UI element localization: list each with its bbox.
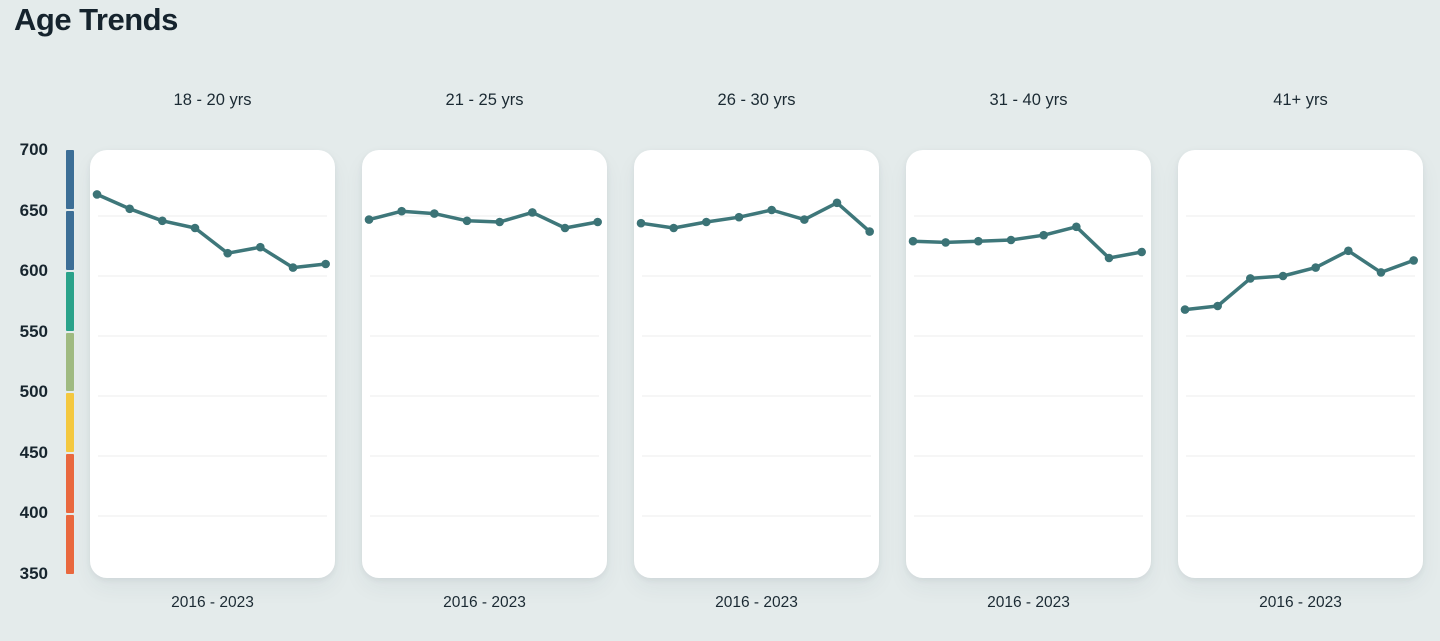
data-point[interactable] (1072, 222, 1081, 232)
y-axis-tick-label: 450 (19, 442, 48, 462)
data-point[interactable] (560, 223, 570, 233)
data-point[interactable] (223, 248, 232, 258)
data-point[interactable] (800, 215, 809, 224)
data-point[interactable] (1246, 274, 1255, 283)
data-point[interactable] (1137, 247, 1146, 257)
panel-title: 18 - 20 yrs (173, 91, 252, 109)
data-point[interactable] (288, 263, 298, 272)
data-point[interactable] (1344, 246, 1353, 256)
data-point[interactable] (1278, 271, 1288, 281)
data-point[interactable] (974, 236, 983, 246)
data-point[interactable] (865, 227, 874, 236)
y-axis-tick-label: 700 (19, 140, 48, 159)
color-scale-bar (66, 150, 74, 575)
data-point[interactable] (832, 198, 842, 208)
y-axis-tick-label: 350 (19, 563, 48, 583)
line-chart (636, 198, 874, 517)
data-point[interactable] (636, 218, 646, 228)
data-point[interactable] (669, 223, 678, 233)
x-axis-range-label: 2016 - 2023 (715, 594, 798, 611)
color-scale-segment-550-500 (66, 332, 74, 392)
panel-title: 31 - 40 yrs (989, 91, 1068, 109)
trend-line (95, 192, 328, 270)
page-title: Age Trends (14, 2, 178, 37)
data-point[interactable] (364, 215, 374, 224)
panel-title: 41+ yrs (1273, 91, 1328, 109)
data-point[interactable] (702, 217, 711, 227)
data-point[interactable] (1409, 256, 1418, 265)
x-axis-range-label: 2016 - 2023 (1259, 594, 1342, 611)
chart-panel (90, 150, 335, 578)
data-point[interactable] (397, 206, 406, 216)
chart-panel (634, 150, 879, 578)
x-axis-range-label: 2016 - 2023 (987, 594, 1070, 611)
data-point[interactable] (495, 217, 504, 227)
panel-title: 26 - 30 yrs (717, 91, 796, 109)
color-scale-segment-500-450 (66, 393, 74, 453)
data-point[interactable] (125, 204, 134, 214)
y-axis-tick-label: 600 (19, 261, 48, 280)
line-chart (364, 206, 602, 517)
x-axis-range-label: 2016 - 2023 (171, 594, 254, 611)
color-scale-segment-650-600 (66, 210, 74, 270)
data-point[interactable] (1213, 301, 1222, 311)
line-chart (908, 215, 1146, 517)
y-axis-tick-label: 500 (19, 382, 48, 401)
chart-panel (1178, 150, 1423, 578)
data-point[interactable] (734, 212, 744, 222)
data-point[interactable] (593, 217, 602, 227)
line-chart (92, 190, 330, 517)
trend-line (1183, 249, 1416, 312)
data-point[interactable] (190, 223, 200, 233)
chart-panel (906, 150, 1151, 578)
data-point[interactable] (92, 190, 102, 199)
panel-title: 21 - 25 yrs (445, 91, 524, 109)
data-point[interactable] (430, 209, 439, 218)
trend-line (367, 209, 600, 230)
data-point[interactable] (321, 259, 330, 269)
chart-panel (362, 150, 607, 578)
color-scale-segment-400-350 (66, 515, 74, 575)
data-point[interactable] (1104, 253, 1114, 263)
y-axis-tick-label: 650 (19, 200, 48, 220)
data-point[interactable] (256, 242, 265, 252)
x-axis-range-label: 2016 - 2023 (443, 594, 526, 611)
line-chart (1180, 215, 1418, 517)
trend-line (639, 201, 872, 234)
data-point[interactable] (462, 216, 472, 226)
data-point[interactable] (908, 236, 918, 246)
color-scale-segment-700-650 (66, 150, 74, 209)
y-axis-tick-label: 400 (19, 503, 48, 522)
data-point[interactable] (1039, 230, 1048, 240)
data-point[interactable] (528, 208, 537, 217)
y-axis-tick-label: 550 (19, 321, 48, 341)
data-point[interactable] (767, 205, 776, 215)
data-point[interactable] (1180, 305, 1190, 314)
data-point[interactable] (1376, 268, 1386, 277)
data-point[interactable] (941, 238, 950, 247)
data-point[interactable] (158, 216, 167, 226)
data-point[interactable] (1311, 263, 1320, 272)
color-scale-segment-450-400 (66, 454, 74, 514)
color-scale-segment-600-550 (66, 271, 74, 331)
data-point[interactable] (1006, 235, 1016, 245)
trend-line (911, 225, 1144, 260)
